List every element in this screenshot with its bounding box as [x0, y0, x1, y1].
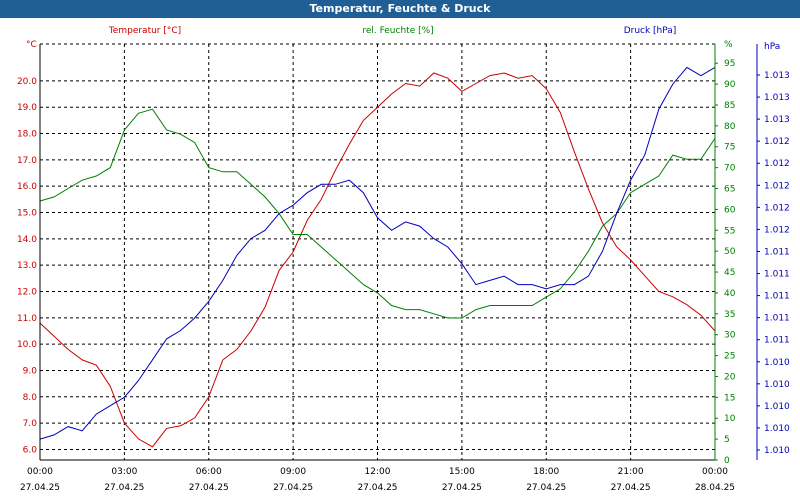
- chart-panel: 00:00 27.04.25 03:00 27.04.25 06:00 27.04.25 0…: [0, 18, 800, 500]
- pressure-tick-label: 1.010: [764, 358, 790, 368]
- pressure-tick-label: 1.011: [764, 270, 790, 280]
- x-tick-time: 06:00: [196, 467, 222, 477]
- x-tick-time: 21:00: [618, 467, 644, 477]
- right-tick-label: 15: [724, 393, 735, 403]
- series-label: Druck [hPa]: [624, 26, 677, 36]
- left-tick-label: 11.0: [17, 314, 37, 324]
- right-tick-label: 0: [724, 456, 730, 466]
- left-tick-label: 10.0: [17, 340, 37, 350]
- series-line: [39, 108, 716, 319]
- right-tick-label: 20: [724, 372, 736, 382]
- left-tick-label: 9.0: [23, 366, 38, 376]
- right-tick-label: 95: [724, 59, 735, 69]
- left-tick-label: 19.0: [17, 103, 37, 113]
- pressure-tick-label: 1.011: [764, 314, 790, 324]
- pressure-tick-label: 1.011: [764, 336, 790, 346]
- left-tick-label: 12.0: [17, 287, 37, 297]
- right-tick-label: 35: [724, 310, 735, 320]
- left-tick-label: 20.0: [17, 77, 37, 87]
- x-tick-time: 00:00: [27, 467, 53, 477]
- left-tick-label: 7.0: [23, 419, 38, 429]
- x-tick-date: 28.04.25: [695, 483, 735, 493]
- pressure-tick-label: 1.012: [764, 137, 790, 147]
- x-tick-date: 27.04.25: [357, 483, 397, 493]
- left-tick-label: 8.0: [23, 393, 38, 403]
- pressure-tick-label: 1.013: [764, 93, 790, 103]
- right-tick-label: 5: [724, 435, 730, 445]
- x-tick-time: 09:00: [280, 467, 306, 477]
- series-line: [39, 72, 716, 448]
- right-unit-label: %: [724, 40, 733, 50]
- right-tick-label: 45: [724, 268, 735, 278]
- pressure-tick-label: 1.011: [764, 247, 790, 257]
- series-lines: [39, 66, 716, 448]
- pressure-tick-label: 1.012: [764, 203, 790, 213]
- right-tick-label: 40: [724, 289, 736, 299]
- pressure-tick-label: 1.010: [764, 424, 790, 434]
- left-tick-label: 18.0: [17, 130, 37, 140]
- right-tick-label: 70: [724, 164, 736, 174]
- chart: 00:00 27.04.25 03:00 27.04.25 06:00 27.04.25 0…: [17, 26, 790, 493]
- x-tick-date: 27.04.25: [273, 483, 313, 493]
- x-tick-time: 00:00: [702, 467, 728, 477]
- left-tick-label: 14.0: [17, 235, 37, 245]
- right-tick-label: 85: [724, 101, 735, 111]
- left-tick-label: 17.0: [17, 156, 37, 166]
- window-title: Temperatur, Feuchte & Druck: [0, 0, 800, 18]
- pressure-tick-label: 1.010: [764, 380, 790, 390]
- left-tick-label: 6.0: [23, 445, 38, 455]
- x-tick-date: 27.04.25: [442, 483, 482, 493]
- x-tick-date: 27.04.25: [611, 483, 651, 493]
- pressure-unit-label: hPa: [764, 42, 780, 52]
- pressure-tick-label: 1.010: [764, 402, 790, 412]
- pressure-tick-label: 1.010: [764, 446, 790, 456]
- grid: [40, 43, 715, 460]
- pressure-tick-label: 1.011: [764, 292, 790, 302]
- right-tick-label: 60: [724, 205, 736, 215]
- x-tick-time: 18:00: [533, 467, 559, 477]
- right-tick-label: 65: [724, 185, 735, 195]
- left-tick-label: 15.0: [17, 209, 37, 219]
- axes: [39, 44, 760, 461]
- series-line: [39, 66, 716, 440]
- x-tick-date: 27.04.25: [20, 483, 60, 493]
- right-tick-label: 80: [724, 122, 736, 132]
- right-tick-label: 75: [724, 143, 735, 153]
- left-unit-label: °C: [26, 40, 37, 50]
- pressure-tick-label: 1.013: [764, 71, 790, 81]
- labels: 00:00 27.04.25 03:00 27.04.25 06:00 27.04.25 0…: [17, 26, 790, 493]
- pressure-tick-label: 1.012: [764, 181, 790, 191]
- x-tick-date: 27.04.25: [526, 483, 566, 493]
- x-tick-date: 27.04.25: [189, 483, 229, 493]
- right-tick-label: 25: [724, 352, 735, 362]
- left-tick-label: 16.0: [17, 182, 37, 192]
- right-tick-label: 30: [724, 331, 736, 341]
- pressure-tick-label: 1.013: [764, 115, 790, 125]
- right-tick-label: 50: [724, 247, 736, 257]
- pressure-tick-label: 1.012: [764, 225, 790, 235]
- x-tick-time: 12:00: [365, 467, 391, 477]
- x-tick-time: 03:00: [111, 467, 137, 477]
- left-tick-label: 13.0: [17, 261, 37, 271]
- x-tick-time: 15:00: [449, 467, 475, 477]
- series-label: Temperatur [°C]: [108, 26, 181, 36]
- series-label: rel. Feuchte [%]: [362, 26, 433, 36]
- right-tick-label: 90: [724, 80, 736, 90]
- right-tick-label: 10: [724, 414, 736, 424]
- right-tick-label: 55: [724, 226, 735, 236]
- pressure-tick-label: 1.012: [764, 159, 790, 169]
- x-tick-date: 27.04.25: [104, 483, 144, 493]
